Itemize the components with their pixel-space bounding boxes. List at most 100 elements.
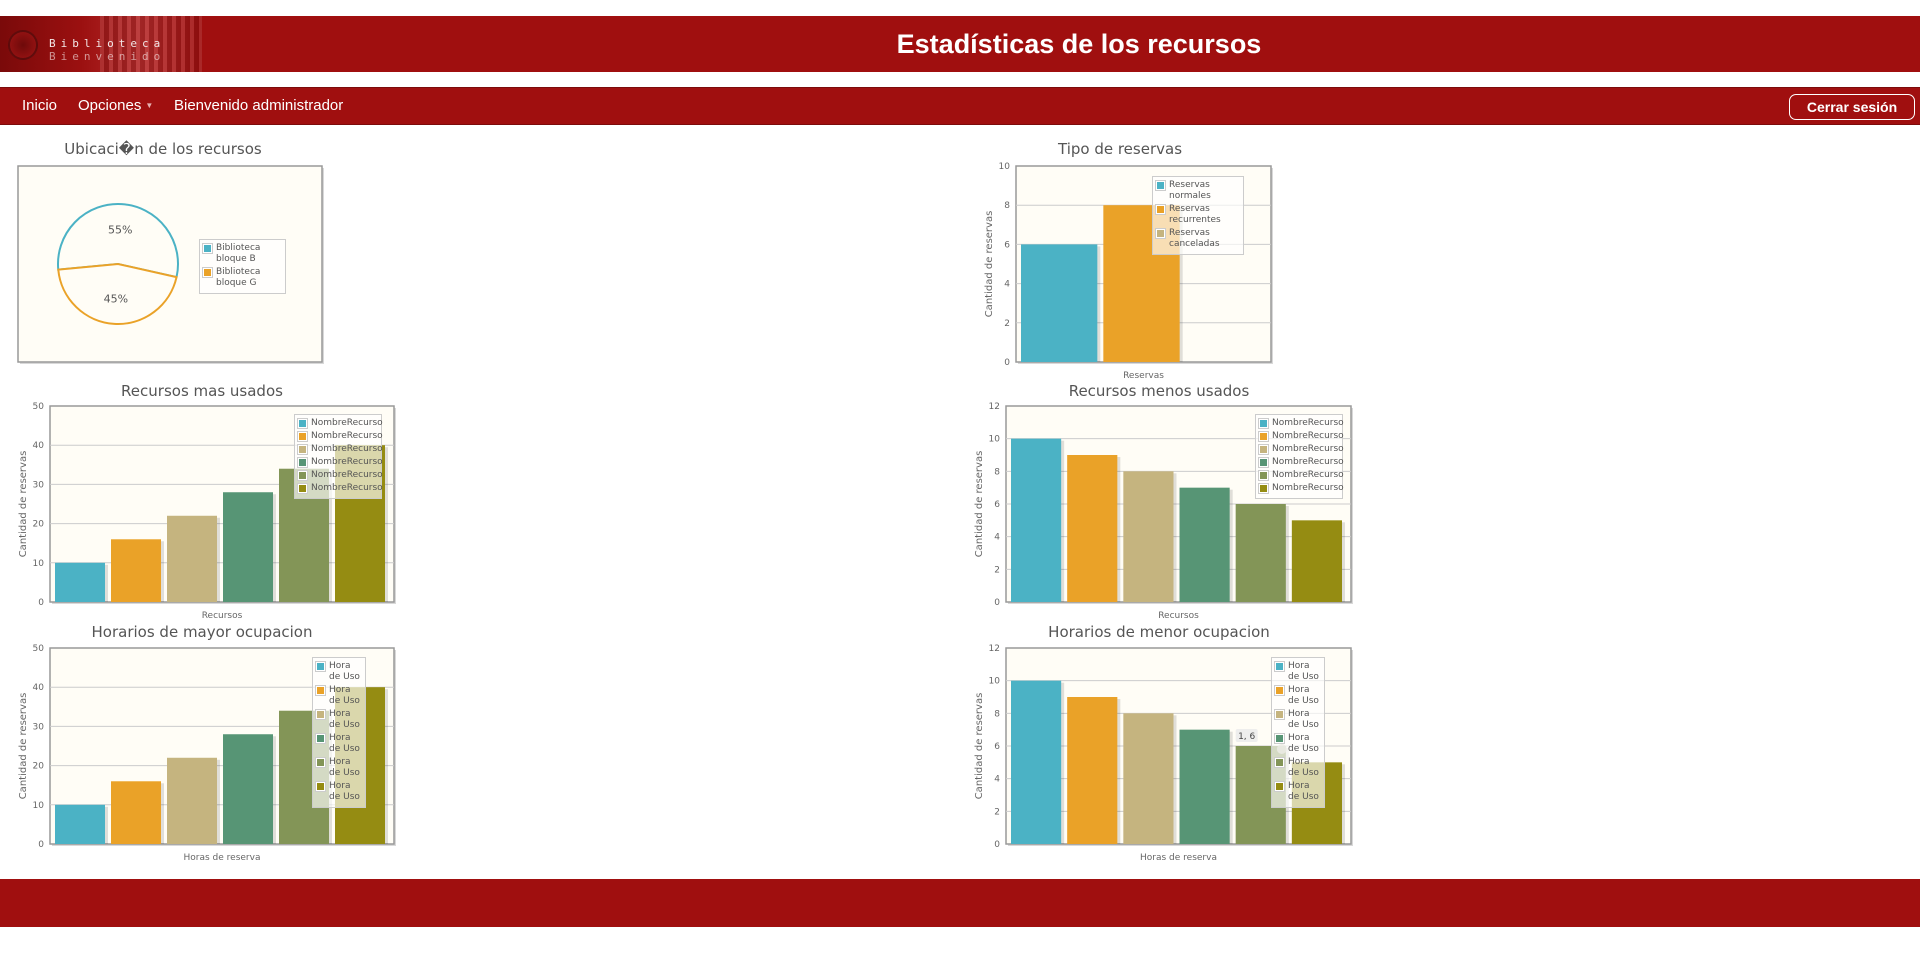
- legend-entry[interactable]: Hora de Uso: [1274, 661, 1321, 683]
- legend-entry[interactable]: Reservas recurrentes: [1155, 204, 1240, 226]
- bar[interactable]: [167, 757, 217, 844]
- bar[interactable]: [1179, 729, 1230, 844]
- legend-entry[interactable]: NombreRecurso: [1258, 483, 1344, 494]
- bar[interactable]: [1291, 520, 1342, 602]
- legend-label: NombreRecurso: [311, 431, 383, 441]
- legend-label: NombreRecurso: [1272, 431, 1344, 441]
- legend-label: NombreRecurso: [1272, 444, 1344, 454]
- legend-entry[interactable]: Hora de Uso: [1274, 757, 1321, 779]
- bar[interactable]: [167, 515, 217, 602]
- legend-entry[interactable]: Hora de Uso: [315, 781, 362, 803]
- bar[interactable]: [111, 781, 161, 844]
- legend-entry[interactable]: NombreRecurso: [297, 483, 383, 494]
- legend-entry[interactable]: NombreRecurso: [1258, 431, 1344, 442]
- chart-legend: Hora de Uso Hora de Uso Hora de Uso Hora de…: [1271, 657, 1325, 808]
- legend-entry[interactable]: Hora de Uso: [315, 685, 362, 707]
- x-axis-label: Horas de reserva: [184, 853, 261, 863]
- bar[interactable]: [1067, 455, 1118, 602]
- legend-entry[interactable]: Hora de Uso: [1274, 733, 1321, 755]
- y-axis-label: Cantidad de reservas: [18, 693, 29, 800]
- y-tick-label: 40: [33, 441, 45, 451]
- chart-title: Ubicaci�n de los recursos: [64, 140, 262, 158]
- pie-slice[interactable]: [57, 262, 178, 325]
- chart-title: Tipo de reservas: [1057, 140, 1183, 158]
- y-tick-label: 8: [994, 709, 1000, 719]
- legend-entry[interactable]: Hora de Uso: [1274, 709, 1321, 731]
- bar[interactable]: [1011, 680, 1062, 844]
- bar[interactable]: [1235, 504, 1286, 602]
- y-tick-label: 0: [38, 598, 44, 608]
- bar[interactable]: [55, 804, 105, 844]
- legend-swatch: [315, 733, 326, 744]
- bar[interactable]: [223, 734, 273, 844]
- y-tick-label: 12: [989, 402, 1000, 412]
- bar[interactable]: [1067, 697, 1118, 844]
- legend-swatch: [315, 661, 326, 672]
- legend-label: Hora de Uso: [1288, 661, 1319, 682]
- legend-entry[interactable]: NombreRecurso: [297, 431, 383, 442]
- legend-entry[interactable]: NombreRecurso: [297, 457, 383, 468]
- logo-text: Biblioteca: [49, 37, 166, 50]
- legend-label: Hora de Uso: [1288, 733, 1319, 754]
- legend-entry[interactable]: Reservas normales: [1155, 180, 1240, 202]
- chart-panel: Tipo de reservas 0 2 4 6 8 10 Reservas Cantidad …: [965, 140, 1285, 381]
- bookshelf-graphic: [100, 16, 202, 72]
- legend-entry[interactable]: NombreRecurso: [1258, 470, 1344, 481]
- nav-options-dropdown[interactable]: Opciones ▼: [78, 88, 153, 126]
- legend-swatch: [1274, 733, 1285, 744]
- y-tick-label: 2: [1004, 319, 1010, 329]
- legend-label: Hora de Uso: [329, 757, 360, 778]
- caret-down-icon: ▼: [145, 101, 154, 111]
- legend-entry[interactable]: NombreRecurso: [1258, 444, 1344, 455]
- y-tick-label: 4: [994, 533, 1000, 543]
- legend-entry[interactable]: Hora de Uso: [315, 661, 362, 683]
- y-tick-label: 2: [994, 565, 1000, 575]
- legend-entry[interactable]: Hora de Uso: [1274, 781, 1321, 803]
- legend-swatch: [1155, 180, 1166, 191]
- bar[interactable]: [223, 492, 273, 602]
- bar[interactable]: [1011, 438, 1062, 602]
- bar[interactable]: [55, 562, 105, 602]
- legend-label: NombreRecurso: [1272, 418, 1344, 428]
- legend-entry[interactable]: Biblioteca bloque G: [202, 267, 282, 289]
- y-tick-label: 10: [989, 435, 1001, 445]
- legend-entry[interactable]: Hora de Uso: [315, 709, 362, 731]
- y-tick-label: 50: [33, 402, 45, 412]
- legend-entry[interactable]: Hora de Uso: [315, 757, 362, 779]
- nav-home-link[interactable]: Inicio: [22, 97, 58, 114]
- legend-entry[interactable]: Hora de Uso: [1274, 685, 1321, 707]
- legend-label: NombreRecurso: [311, 444, 383, 454]
- legend-entry[interactable]: NombreRecurso: [297, 470, 383, 481]
- bar[interactable]: [1179, 487, 1230, 602]
- legend-swatch: [315, 757, 326, 768]
- y-axis-label: Cantidad de reservas: [974, 451, 985, 558]
- chart-legend: Biblioteca bloque B Biblioteca bloque G: [199, 239, 286, 294]
- x-axis-label: Reservas: [1123, 371, 1164, 381]
- x-axis-label: Horas de reserva: [1140, 853, 1217, 863]
- pie-slice[interactable]: [57, 203, 179, 279]
- legend-entry[interactable]: Biblioteca bloque B: [202, 243, 282, 265]
- bar[interactable]: [1123, 713, 1174, 844]
- tooltip-text: 1, 6: [1238, 732, 1255, 742]
- page-title: Estadísticas de los recursos: [896, 29, 1262, 59]
- y-tick-label: 6: [994, 500, 1000, 510]
- bar[interactable]: [111, 539, 161, 602]
- bar[interactable]: [1021, 244, 1098, 362]
- legend-entry[interactable]: NombreRecurso: [297, 418, 383, 429]
- legend-entry[interactable]: NombreRecurso: [1258, 457, 1344, 468]
- legend-label: Hora de Uso: [329, 733, 360, 754]
- legend-entry[interactable]: NombreRecurso: [297, 444, 383, 455]
- legend-swatch: [315, 781, 326, 792]
- legend-swatch: [297, 418, 308, 429]
- legend-label: NombreRecurso: [1272, 470, 1344, 480]
- bar[interactable]: [1123, 471, 1174, 602]
- legend-entry[interactable]: NombreRecurso: [1258, 418, 1344, 429]
- legend-swatch: [1274, 709, 1285, 720]
- legend-label: Hora de Uso: [1288, 781, 1319, 802]
- legend-swatch: [1155, 204, 1166, 215]
- logout-button[interactable]: Cerrar sesión: [1789, 94, 1915, 120]
- legend-entry[interactable]: Reservas canceladas: [1155, 228, 1240, 250]
- app-footer: [0, 879, 1920, 927]
- legend-label: Biblioteca bloque G: [216, 267, 261, 288]
- legend-entry[interactable]: Hora de Uso: [315, 733, 362, 755]
